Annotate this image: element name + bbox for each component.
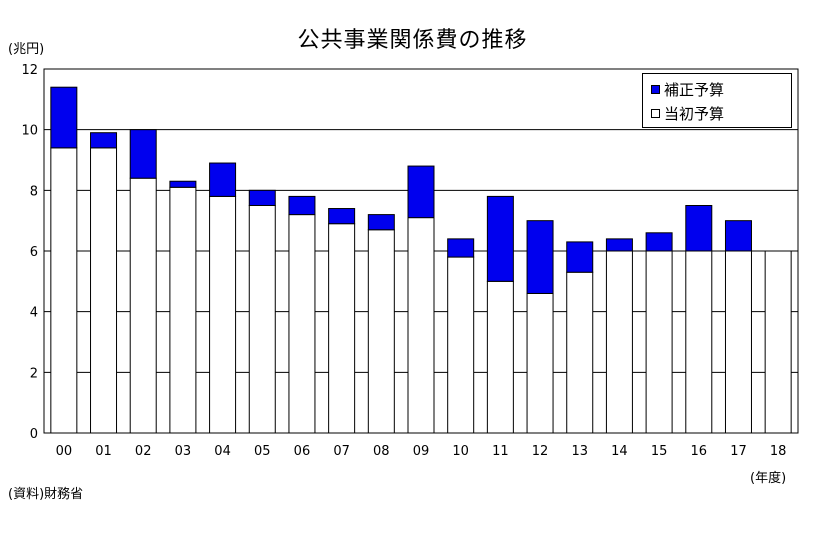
x-axis-unit-label: (年度)	[750, 471, 787, 486]
source-note: (資料)財務省	[8, 487, 84, 502]
bar-initial	[447, 256, 475, 434]
y-tick-label: 10	[21, 124, 38, 139]
bar-initial	[209, 195, 237, 434]
x-tick-label: 11	[492, 444, 509, 459]
y-tick-label: 8	[30, 184, 38, 199]
x-tick-label: 16	[691, 444, 708, 459]
bar-initial	[486, 280, 514, 434]
legend-item-supplementary: 補正予算	[651, 79, 724, 99]
bar-supplementary	[605, 238, 633, 252]
bar-initial	[685, 250, 713, 434]
y-axis-unit-label: (兆円)	[8, 42, 45, 57]
bar-supplementary	[169, 180, 197, 188]
x-tick-label: 10	[452, 444, 469, 459]
bar-initial	[129, 177, 157, 434]
x-tick-label: 00	[56, 444, 73, 459]
y-tick-label: 2	[30, 366, 38, 381]
bar-supplementary	[248, 189, 276, 206]
legend-item-initial: 当初予算	[651, 103, 724, 123]
legend: 補正予算 当初予算	[642, 73, 792, 128]
x-tick-label: 17	[730, 444, 747, 459]
bar-initial	[367, 229, 395, 434]
bar-supplementary	[129, 129, 157, 179]
x-tick-label: 04	[214, 444, 231, 459]
bar-initial	[645, 250, 673, 434]
y-tick-label: 6	[30, 245, 38, 260]
legend-label-supplementary: 補正予算	[664, 80, 725, 99]
y-tick-label: 0	[30, 427, 38, 442]
legend-swatch-initial	[651, 108, 660, 118]
x-tick-label: 12	[532, 444, 549, 459]
bar-supplementary	[685, 205, 713, 252]
x-tick-label: 02	[135, 444, 152, 459]
chart-title: 公共事業関係費の推移	[297, 28, 528, 53]
bar-initial	[526, 292, 554, 434]
x-tick-label: 03	[175, 444, 192, 459]
bar-supplementary	[90, 132, 118, 149]
bar-supplementary	[486, 195, 514, 282]
x-tick-label: 07	[333, 444, 350, 459]
bar-supplementary	[50, 86, 78, 149]
x-tick-label: 01	[95, 444, 112, 459]
bar-initial	[50, 147, 78, 434]
x-tick-label: 13	[571, 444, 588, 459]
x-tick-label: 05	[254, 444, 271, 459]
bar-supplementary	[328, 208, 356, 225]
bar-supplementary	[447, 238, 475, 258]
bar-supplementary	[407, 165, 435, 219]
bar-initial	[407, 217, 435, 434]
bar-initial	[248, 205, 276, 434]
y-tick-label: 4	[30, 306, 38, 321]
bar-supplementary	[209, 162, 237, 197]
legend-label-initial: 当初予算	[664, 104, 725, 123]
x-tick-label: 15	[651, 444, 668, 459]
x-tick-label: 09	[413, 444, 430, 459]
x-tick-label: 18	[770, 444, 787, 459]
y-tick-label: 12	[21, 63, 38, 78]
x-tick-label: 06	[294, 444, 311, 459]
bar-initial	[328, 223, 356, 434]
bar-initial	[605, 250, 633, 434]
x-tick-label: 14	[611, 444, 628, 459]
bar-initial	[90, 147, 118, 434]
bar-supplementary	[724, 220, 752, 252]
bar-supplementary	[566, 241, 594, 273]
bar-initial	[764, 250, 792, 434]
bar-initial	[724, 250, 752, 434]
bar-supplementary	[526, 220, 554, 294]
bar-supplementary	[645, 232, 673, 252]
bar-supplementary	[367, 214, 395, 231]
bar-initial	[169, 186, 197, 434]
bar-initial	[288, 214, 316, 434]
bar-initial	[566, 271, 594, 434]
legend-swatch-supplementary	[651, 84, 660, 94]
bar-supplementary	[288, 195, 316, 216]
x-tick-label: 08	[373, 444, 390, 459]
